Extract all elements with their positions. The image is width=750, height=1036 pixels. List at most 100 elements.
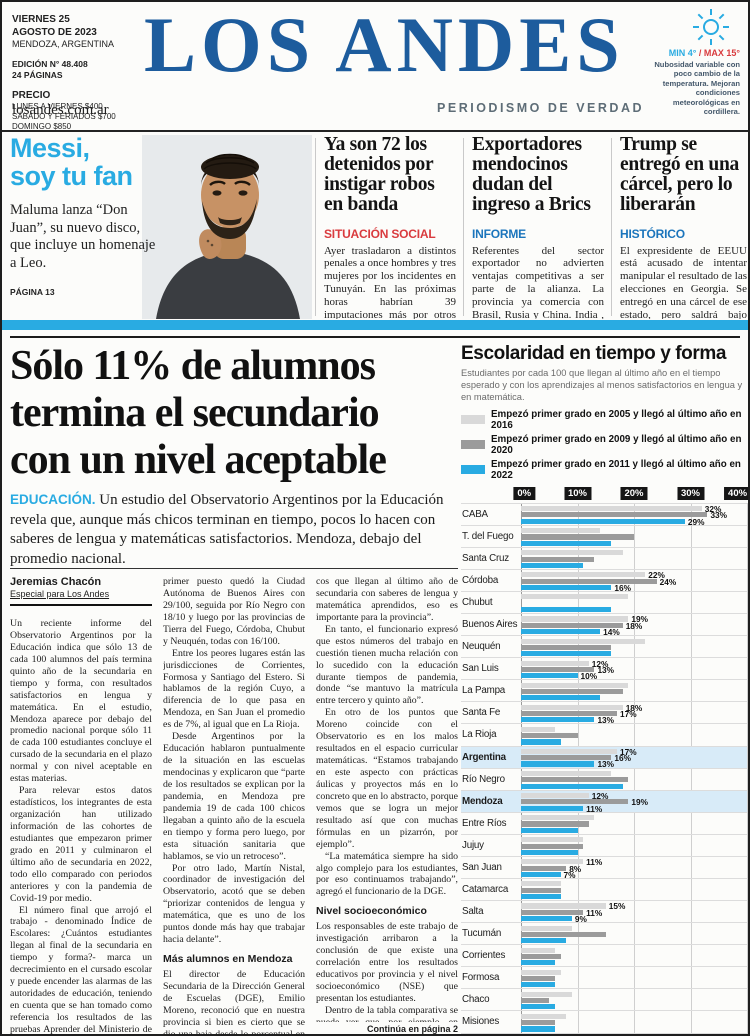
- bar-group: [521, 724, 747, 745]
- chart-row-chubut: Chubut: [461, 590, 747, 613]
- bar: [521, 916, 572, 922]
- article-column-2: primer puesto quedó la Ciudad Autónoma d…: [163, 576, 305, 1034]
- chart-row-mendoza: Mendoza 12% 19% 11%: [461, 789, 747, 814]
- bar: [521, 947, 555, 953]
- axis-tick: 0%: [513, 486, 536, 501]
- province-label: Argentina: [462, 751, 506, 763]
- bar: [521, 975, 555, 982]
- bar-value-label: 8%: [569, 863, 582, 874]
- top-story-trump: Trump se entregó en una cárcel, pero lo …: [620, 135, 747, 319]
- bar-group: [521, 945, 747, 966]
- bar: [521, 969, 561, 975]
- bar: [521, 755, 612, 761]
- bar: [521, 865, 567, 871]
- bar: [521, 660, 589, 666]
- story-headline: Exportadores mendocinos dudan del ingres…: [472, 135, 591, 215]
- bar: [521, 717, 595, 723]
- weather-widget: MIN 4° / MAX 15° Nubosidad variable con …: [644, 8, 740, 117]
- chart-row-s-del-estero: S. del Estero5%5%5%: [461, 1032, 747, 1034]
- article-paragraph: En otro de los puntos que Moreno coincid…: [316, 707, 458, 850]
- bar: [521, 777, 629, 783]
- bar: [521, 925, 572, 931]
- bar: [521, 783, 623, 789]
- bar: [521, 578, 657, 584]
- bar: [521, 629, 601, 635]
- bar-value-label: 17%: [620, 709, 637, 720]
- article-paragraph: Un reciente informe del Observatorio Arg…: [10, 618, 152, 785]
- bar-value-label: 15%: [608, 901, 626, 912]
- column-subhead: Más alumnos en Mendoza: [163, 953, 293, 966]
- bar-value-label: 13%: [597, 715, 615, 726]
- bar: [521, 881, 561, 887]
- bar: [521, 1004, 555, 1010]
- bar: [521, 849, 578, 855]
- story-summary: Ayer trasladaron a distintos penales a o…: [324, 244, 456, 320]
- location: MENDOZA, ARGENTINA: [12, 39, 115, 49]
- bar-value-label: 11%: [586, 803, 603, 814]
- date-line: VIERNES 25: [12, 14, 70, 25]
- date-line: AGOSTO DE 2023: [12, 26, 97, 38]
- price-weekday: LUNES A VIERNES $400: [12, 102, 103, 111]
- chart-row-caba: CABA 32% 33% 29%: [461, 502, 747, 526]
- bar-value-label: 11%: [586, 907, 603, 918]
- byline: Jeremias Chacón Especial para Los Andes: [10, 576, 152, 606]
- bar-value-label: 14%: [603, 627, 620, 638]
- province-label: Entre Ríos: [462, 817, 507, 829]
- bar: [521, 887, 561, 893]
- bar: [521, 534, 634, 540]
- province-label: Catamarca: [462, 884, 509, 895]
- bar-group: 17% 16% 13%: [521, 747, 747, 769]
- chart-row-san-juan: San Juan 11% 8% 7%: [461, 855, 747, 879]
- article-column-1: Jeremias Chacón Especial para Los Andes …: [10, 576, 152, 1034]
- province-label: La Pampa: [462, 685, 506, 697]
- bar-value-label: 33%: [710, 510, 728, 521]
- chart-row-buenos-aires: Buenos Aires 19% 18% 14%: [461, 613, 747, 638]
- gridline: [747, 502, 748, 1034]
- top-story-brics: Exportadores mendocinos dudan del ingres…: [472, 135, 604, 319]
- chart-title: Escolaridad en tiempo y forma: [461, 343, 727, 364]
- lede-kicker: EDUCACIÓN.: [10, 492, 96, 507]
- bar: [521, 673, 578, 679]
- bar: [521, 859, 584, 865]
- bar-value-label: 22%: [648, 570, 665, 581]
- maluma-photo: [142, 135, 312, 319]
- bar-group: 18% 17% 13%: [521, 702, 747, 726]
- bar: [521, 1026, 555, 1032]
- chart-row-misiones: Misiones: [461, 1010, 747, 1032]
- bar-value-label: 19%: [631, 797, 648, 808]
- legend-entry: Empezó primer grado en 2011 y llegó al ú…: [461, 459, 747, 481]
- bar: [521, 528, 601, 534]
- teaser-headline: Messi, soy tu fan: [10, 135, 133, 191]
- bar: [521, 903, 606, 909]
- axis-tick: 20%: [620, 486, 648, 501]
- province-label: Santa Cruz: [462, 552, 510, 564]
- chart-legend: Empezó primer grado en 2005 y llegó al ú…: [461, 409, 747, 481]
- province-label: Mendoza: [462, 795, 503, 807]
- legend-entry: Empezó primer grado en 2005 y llegó al ú…: [461, 409, 747, 431]
- province-label: Tucumán: [462, 928, 502, 940]
- bar: [521, 960, 555, 966]
- byline-name: Jeremias Chacón: [10, 576, 102, 588]
- chart-row-neuqu-n: Neuquén: [461, 635, 747, 657]
- article-paragraph: Entre los peores lugares están las juris…: [163, 647, 305, 731]
- bar-group: 15% 11% 9%: [521, 901, 747, 923]
- article-paragraph: Por otro lado, Martín Nistal, coordinado…: [163, 862, 305, 946]
- bar: [521, 644, 612, 650]
- province-label: CABA: [462, 508, 488, 520]
- column-divider: [611, 138, 612, 316]
- bar: [521, 1013, 567, 1019]
- column-subhead: Nivel socioeconómico: [316, 905, 427, 918]
- province-label: La Rioja: [462, 729, 497, 741]
- bar-group: [521, 636, 747, 657]
- province-label: Neuquén: [462, 641, 501, 653]
- bar: [521, 711, 618, 717]
- province-label: Misiones: [462, 1016, 500, 1028]
- bar: [521, 666, 595, 672]
- province-label: T. del Fuego: [462, 530, 514, 542]
- article-paragraph: En tanto, el funcionario expresó que est…: [316, 623, 458, 707]
- legend-label: Empezó primer grado en 2009 y llegó al ú…: [491, 433, 742, 456]
- province-label: Santa Fe: [462, 707, 501, 719]
- province-label: Río Negro: [462, 773, 505, 785]
- bar: [521, 556, 595, 562]
- story-kicker: INFORME: [472, 226, 526, 241]
